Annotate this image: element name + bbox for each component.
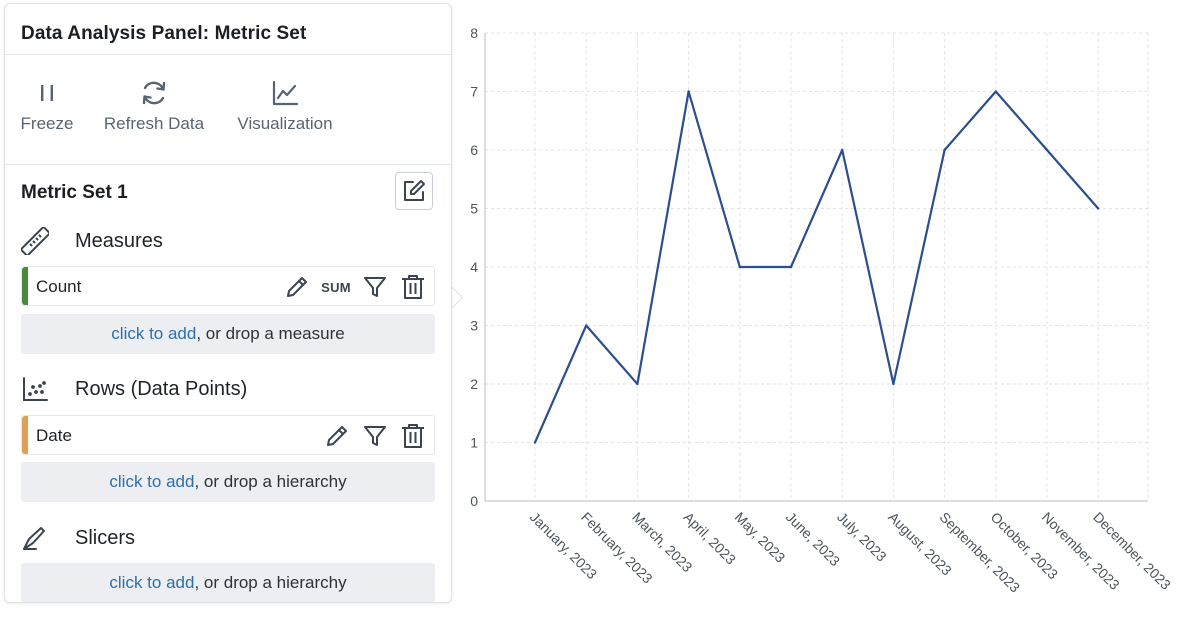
measures-label: Measures — [75, 229, 163, 252]
slicers-drop-zone[interactable]: click to add, or drop a hierarchy — [21, 563, 435, 602]
data-analysis-panel: Data Analysis Panel: Metric Set Freeze R… — [4, 3, 452, 603]
data-point — [892, 382, 895, 386]
pencil-icon — [287, 277, 307, 297]
y-tick-label: 2 — [470, 376, 478, 392]
add-measure-link[interactable]: click to add — [111, 324, 197, 343]
data-point — [943, 148, 946, 152]
chart-grid — [485, 32, 1149, 501]
row-field-date[interactable]: Date — [21, 415, 435, 455]
add-hierarchy-link[interactable]: click to add — [109, 472, 195, 491]
y-tick-label: 5 — [470, 201, 478, 217]
add-slicer-link[interactable]: click to add — [109, 573, 195, 592]
filter-icon — [364, 426, 386, 446]
pause-icon — [18, 76, 76, 110]
data-point — [585, 324, 588, 327]
data-point — [738, 265, 741, 269]
freeze-button[interactable]: Freeze — [18, 76, 76, 134]
measure-drop-zone[interactable]: click to add, or drop a measure — [21, 314, 435, 354]
data-point — [841, 148, 844, 152]
edit-field-button[interactable] — [284, 274, 310, 300]
y-tick-label: 0 — [470, 493, 478, 509]
edit-icon — [404, 180, 425, 201]
divider — [5, 164, 451, 165]
filter-icon — [364, 277, 386, 297]
line-chart-icon — [231, 76, 339, 110]
field-color-bar — [22, 416, 28, 454]
delete-field-button[interactable] — [400, 423, 426, 449]
field-color-bar — [22, 267, 28, 305]
y-tick-label: 7 — [470, 84, 478, 100]
data-point — [687, 90, 690, 93]
drop-zone-text: , or drop a hierarchy — [194, 472, 347, 491]
data-point — [1045, 148, 1049, 152]
chart-axes — [484, 33, 1148, 502]
metric-set-title: Metric Set 1 — [21, 182, 128, 203]
measure-field-count[interactable]: Count SUM — [21, 266, 435, 306]
data-point — [789, 265, 793, 269]
refresh-data-button[interactable]: Refresh Data — [98, 76, 210, 134]
series-line — [533, 90, 1100, 443]
y-tick-label: 8 — [470, 25, 478, 41]
drop-zone-text: , or drop a measure — [196, 324, 345, 343]
visualization-button[interactable]: Visualization — [231, 76, 339, 134]
measures-section-header: Measures — [21, 227, 163, 255]
y-axis-ticks: 0 1 2 3 4 5 6 7 8 — [470, 25, 478, 509]
aggregation-button[interactable]: SUM — [321, 279, 351, 295]
filter-button[interactable] — [362, 423, 388, 449]
chart-series — [533, 90, 1100, 444]
freeze-label: Freeze — [20, 114, 74, 133]
trash-icon — [402, 275, 424, 299]
edit-metric-set-button[interactable] — [395, 172, 433, 210]
trash-icon — [402, 424, 424, 448]
y-tick-label: 1 — [470, 435, 478, 451]
slicer-knife-icon — [21, 524, 53, 552]
slicers-label: Slicers — [75, 526, 136, 549]
rows-section-header: Rows (Data Points) — [21, 375, 247, 403]
x-tick-label: June, 2023 — [783, 509, 843, 569]
slicers-section-header: Slicers — [21, 524, 135, 552]
delete-field-button[interactable] — [400, 274, 426, 300]
y-tick-label: 6 — [470, 142, 478, 158]
edit-field-button[interactable] — [324, 423, 350, 449]
data-point — [1097, 207, 1100, 210]
data-point — [533, 441, 537, 444]
drop-zone-text: , or drop a hierarchy — [194, 573, 347, 592]
y-tick-label: 4 — [470, 259, 478, 275]
rows-drop-zone[interactable]: click to add, or drop a hierarchy — [21, 462, 435, 502]
divider — [5, 54, 451, 55]
data-point — [994, 90, 997, 93]
scatter-plot-icon — [21, 375, 53, 403]
refresh-icon — [98, 76, 210, 110]
panel-title: Data Analysis Panel: Metric Set — [21, 23, 307, 44]
data-point — [636, 382, 639, 386]
ruler-icon — [21, 227, 53, 255]
field-name: Count — [36, 277, 82, 296]
rows-label: Rows (Data Points) — [75, 377, 248, 400]
visualization-label: Visualization — [237, 114, 333, 133]
x-tick-label: May, 2023 — [732, 509, 789, 566]
pencil-icon — [327, 426, 347, 446]
refresh-data-label: Refresh Data — [103, 114, 205, 133]
filter-button[interactable] — [362, 274, 388, 300]
field-name: Date — [36, 426, 72, 445]
y-tick-label: 3 — [470, 318, 478, 334]
